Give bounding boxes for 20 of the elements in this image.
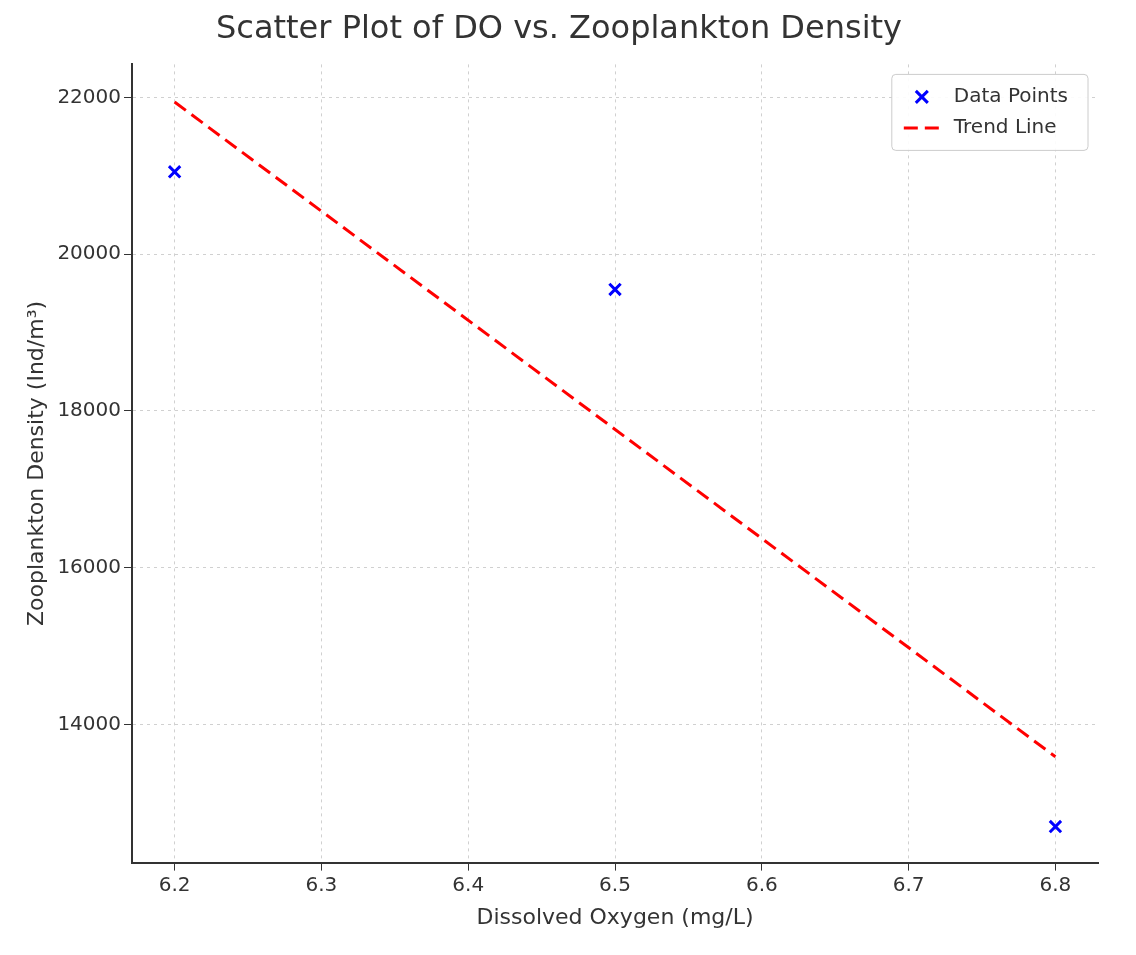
chart-title: Scatter Plot of DO vs. Zooplankton Density <box>215 7 903 46</box>
x-tick-label: 6.4 <box>452 871 485 896</box>
y-tick-label: 18000 <box>57 397 122 422</box>
x-tick-label: 6.2 <box>158 871 191 896</box>
x-tick-label: 6.6 <box>745 871 778 896</box>
point <box>1048 819 1063 834</box>
point <box>607 282 623 297</box>
x-tick-label: 6.8 <box>1039 871 1072 896</box>
y-tick-label: 22000 <box>57 83 122 108</box>
y-tick-label: 20000 <box>57 240 122 265</box>
y-tick-label: 16000 <box>57 553 122 578</box>
legend-label: Data Points <box>953 83 1069 108</box>
y-tick-label: 14000 <box>57 710 122 735</box>
x-axis-title: Dissolved Oxygen (mg/L) <box>476 903 754 929</box>
x-tick-label: 6.7 <box>892 871 925 896</box>
point <box>167 164 182 179</box>
x-tick-label: 6.5 <box>599 871 631 896</box>
legend-label: Trend Line <box>952 114 1057 139</box>
x-tick-label: 6.3 <box>305 871 338 896</box>
y-axis-title: Zooplankton Density (Ind/m³) <box>22 300 48 627</box>
